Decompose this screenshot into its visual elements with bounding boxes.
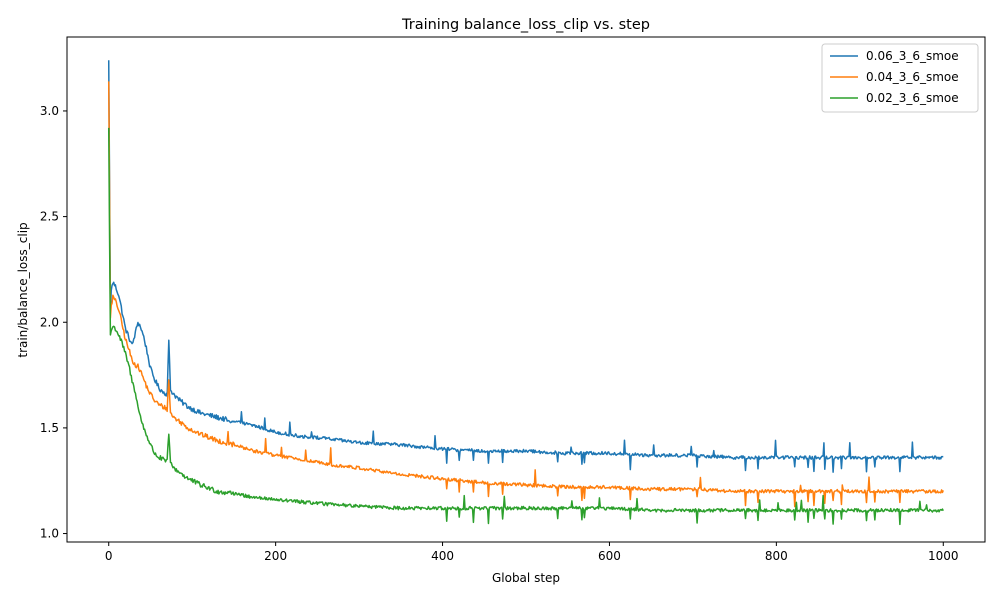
x-tick-label: 800: [765, 549, 788, 563]
y-tick-label: 2.0: [40, 315, 59, 329]
y-tick-label: 1.5: [40, 421, 59, 435]
chart-title: Training balance_loss_clip vs. step: [401, 17, 650, 33]
x-tick-label: 200: [264, 549, 287, 563]
y-tick-label: 3.0: [40, 104, 59, 118]
plot-frame: [66, 36, 986, 543]
legend-label: 0.02_3_6_smoe: [866, 91, 959, 105]
series-line-0: [107, 60, 944, 473]
y-tick-label: 2.5: [40, 210, 59, 224]
x-axis: 0 200 400 600 800 1000: [105, 542, 959, 563]
plot-area: [107, 60, 944, 526]
series-line-1: [107, 81, 944, 508]
x-tick-label: 600: [598, 549, 621, 563]
y-tick-label: 1.0: [40, 527, 59, 541]
x-tick-label: 400: [431, 549, 454, 563]
series-line-2: [107, 127, 944, 526]
legend: 0.06_3_6_smoe 0.04_3_6_smoe 0.02_3_6_smoe: [821, 43, 979, 113]
legend-label: 0.04_3_6_smoe: [866, 70, 959, 84]
legend-label: 0.06_3_6_smoe: [866, 49, 959, 63]
x-tick-label: 0: [105, 549, 113, 563]
y-axis-label: train/balance_loss_clip: [16, 222, 30, 357]
x-tick-label: 1000: [928, 549, 959, 563]
y-axis: 1.0 1.5 2.0 2.5 3.0: [40, 104, 67, 541]
x-axis-label: Global step: [492, 571, 560, 585]
legend-box: [821, 43, 979, 113]
